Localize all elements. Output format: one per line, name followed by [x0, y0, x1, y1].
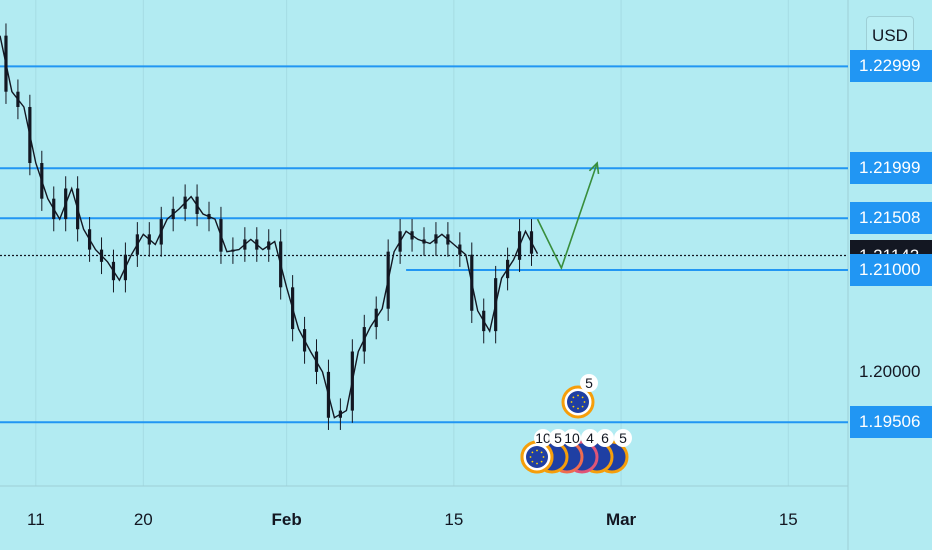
event-count-badge[interactable]: 4 — [581, 429, 599, 447]
event-count-badge[interactable]: 10 — [563, 429, 581, 447]
projection-arrowhead — [588, 161, 600, 175]
price-series-line — [0, 35, 539, 419]
price-level-tag: 1.21999 — [850, 152, 932, 185]
eu-flag-icon[interactable] — [561, 385, 595, 419]
event-count: 10 — [535, 430, 551, 446]
time-axis-label: 11 — [27, 510, 45, 529]
projection-arrow — [536, 162, 598, 271]
event-count: 5 — [585, 375, 593, 391]
price-level-tag: 1.19506 — [850, 406, 932, 439]
event-count-badge[interactable]: 10 — [534, 429, 552, 447]
event-count: 6 — [601, 430, 609, 446]
time-axis-label: 15 — [778, 510, 798, 529]
time-axis-label: Mar — [605, 510, 637, 529]
price-level-tag: 1.21000 — [850, 254, 932, 286]
price-level-tag: 1.21508 — [850, 202, 932, 235]
event-count-badge[interactable]: 5 — [580, 374, 598, 392]
price-axis-label: 1.20000 — [859, 361, 921, 381]
eu-flag-icon[interactable] — [520, 440, 554, 474]
event-count: 5 — [619, 430, 627, 446]
currency-button[interactable]: USD — [866, 16, 914, 54]
event-count: 4 — [586, 430, 594, 446]
event-count-badge[interactable]: 6 — [596, 429, 614, 447]
time-axis-label: 15 — [444, 510, 464, 529]
time-axis-label: Feb — [271, 510, 302, 529]
event-count-badge[interactable]: 5 — [614, 429, 632, 447]
time-axis-label: 20 — [133, 510, 153, 529]
event-count: 10 — [564, 430, 580, 446]
price-level-tag: 1.22999 — [850, 50, 932, 83]
event-count: 5 — [554, 430, 562, 446]
event-count-badge[interactable]: 5 — [549, 429, 567, 447]
